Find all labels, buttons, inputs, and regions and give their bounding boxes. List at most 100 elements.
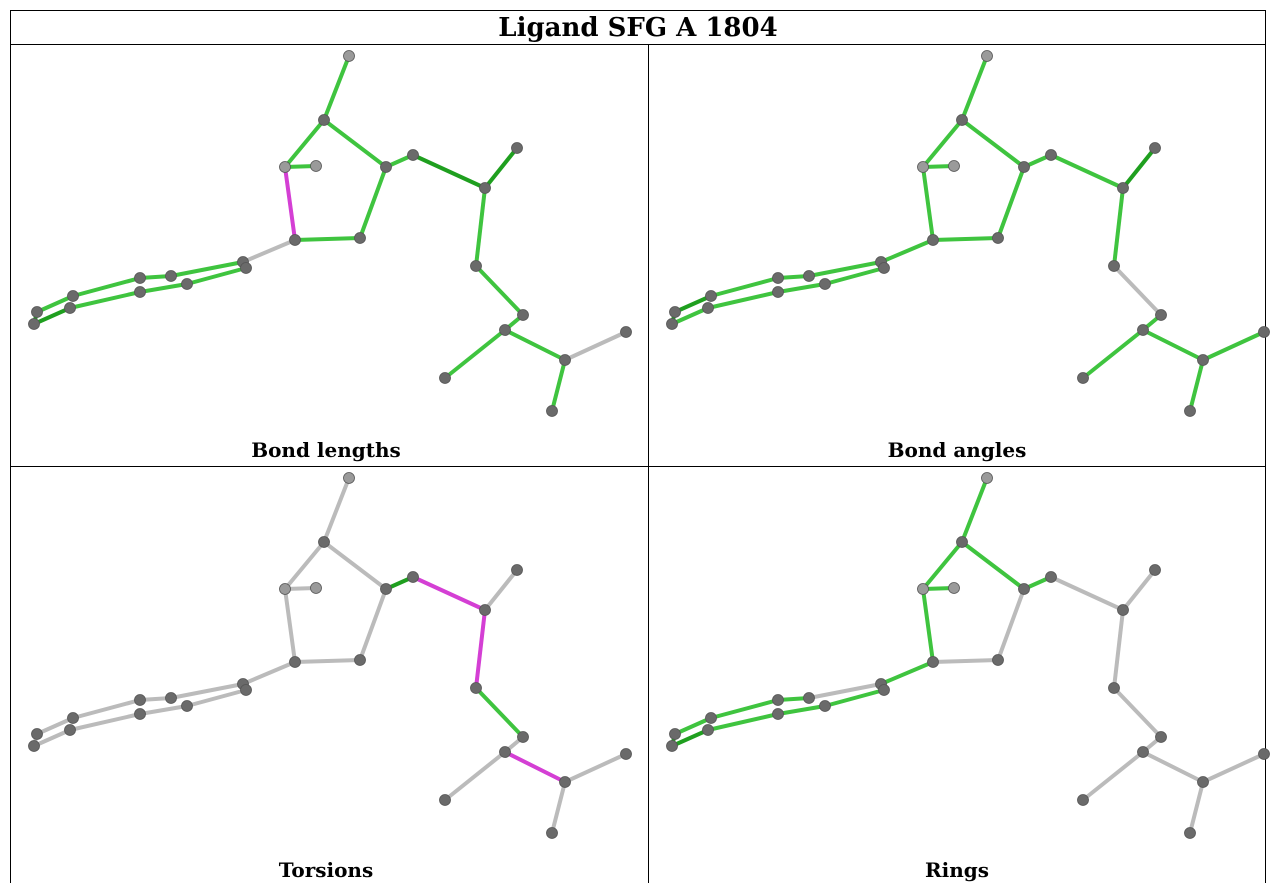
bond [171, 684, 243, 698]
atom [65, 303, 76, 314]
atom [560, 355, 571, 366]
bond [933, 660, 998, 662]
bond [1123, 570, 1155, 610]
atom [1109, 683, 1120, 694]
atom [32, 307, 43, 318]
bond [324, 56, 349, 120]
bond [476, 610, 485, 688]
atom [949, 583, 960, 594]
atom [982, 473, 993, 484]
bond [962, 478, 987, 542]
atom [773, 273, 784, 284]
atom [982, 51, 993, 62]
bond [809, 262, 881, 276]
atom [1109, 261, 1120, 272]
atom [135, 287, 146, 298]
atom [512, 143, 523, 154]
bond [1083, 330, 1143, 378]
atom [993, 655, 1004, 666]
atom [918, 162, 929, 173]
bond [881, 240, 933, 262]
atom [928, 235, 939, 246]
atom [68, 713, 79, 724]
bond [923, 120, 962, 167]
atom [773, 695, 784, 706]
bond [243, 662, 295, 684]
bond [295, 238, 360, 240]
atom [1185, 406, 1196, 417]
bond [285, 167, 295, 240]
bond [476, 688, 523, 737]
bond [324, 120, 386, 167]
molecule-panel [667, 51, 1270, 417]
atom [820, 701, 831, 712]
panel-label: Bond lengths [251, 438, 401, 462]
atom [703, 725, 714, 736]
bond [285, 542, 324, 589]
bond [413, 155, 485, 188]
atom [290, 657, 301, 668]
atom [820, 279, 831, 290]
bond [445, 330, 505, 378]
atom [706, 713, 717, 724]
panel-label: Bond angles [888, 438, 1027, 462]
atom [500, 325, 511, 336]
atom [182, 279, 193, 290]
atom [928, 657, 939, 668]
atom [29, 741, 40, 752]
title: Ligand SFG A 1804 [498, 13, 777, 43]
atom [518, 732, 529, 743]
atom [1198, 777, 1209, 788]
atom [1118, 183, 1129, 194]
bond [565, 332, 626, 360]
bond [1114, 188, 1123, 266]
bond [778, 284, 825, 292]
atom [1156, 310, 1167, 321]
atom [804, 271, 815, 282]
bond [324, 542, 386, 589]
bond [140, 706, 187, 714]
atom [135, 695, 146, 706]
bond [1114, 266, 1161, 315]
atom [68, 291, 79, 302]
atom [993, 233, 1004, 244]
atom [879, 263, 890, 274]
bond [360, 589, 386, 660]
atom [1138, 747, 1149, 758]
bond [1114, 610, 1123, 688]
bond [1051, 155, 1123, 188]
atom [1259, 749, 1270, 760]
atom [1138, 325, 1149, 336]
atom [355, 233, 366, 244]
atom [918, 584, 929, 595]
atom [621, 749, 632, 760]
bond [962, 542, 1024, 589]
atom [241, 263, 252, 274]
bond [1143, 330, 1203, 360]
atom [1198, 355, 1209, 366]
bond [923, 542, 962, 589]
bond [324, 478, 349, 542]
bond [1190, 782, 1203, 833]
atom [241, 685, 252, 696]
atom [512, 565, 523, 576]
atom [1185, 828, 1196, 839]
panel-label: Torsions [279, 858, 373, 882]
atom [1078, 795, 1089, 806]
bond [445, 752, 505, 800]
bond [1143, 752, 1203, 782]
bond [295, 660, 360, 662]
atom [773, 709, 784, 720]
atom [355, 655, 366, 666]
bond [962, 56, 987, 120]
bond [360, 167, 386, 238]
atom [311, 161, 322, 172]
atom [471, 683, 482, 694]
bond [171, 262, 243, 276]
bond [140, 284, 187, 292]
bond [962, 120, 1024, 167]
atom [32, 729, 43, 740]
atom [408, 150, 419, 161]
atom [1046, 572, 1057, 583]
molecule-panel [29, 473, 632, 839]
